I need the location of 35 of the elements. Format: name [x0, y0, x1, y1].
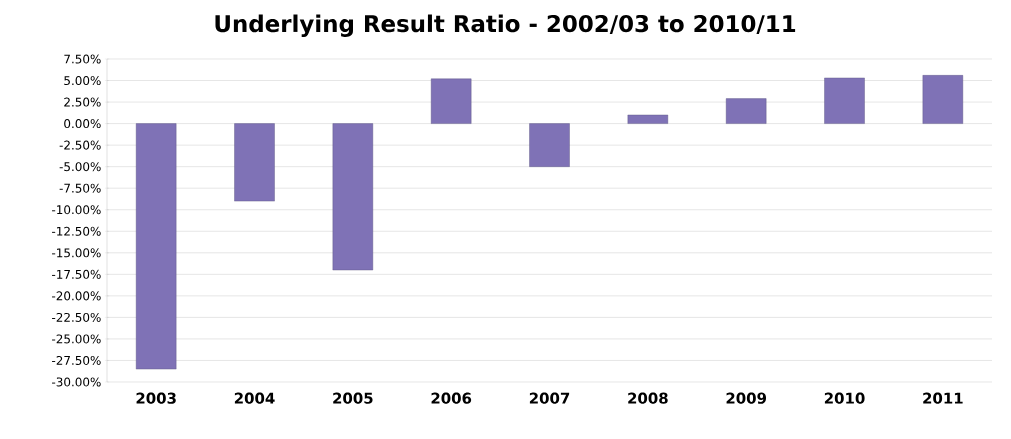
y-tick-label: -22.50% [52, 312, 101, 322]
bar [725, 98, 767, 124]
y-tick-label: -7.50% [59, 183, 101, 193]
y-tick-label: 7.50% [64, 54, 101, 64]
x-tick-label: 2010 [824, 392, 865, 404]
bar [430, 78, 472, 124]
y-tick-label: -12.50% [52, 226, 101, 236]
y-tick-label: -2.50% [59, 140, 101, 150]
bar [234, 123, 275, 202]
x-tick-label: 2007 [529, 392, 570, 404]
y-tick-label: -5.00% [59, 162, 101, 172]
y-tick-label: -10.00% [52, 205, 101, 215]
bar [922, 75, 964, 124]
y-tick-label: -27.50% [52, 355, 101, 365]
x-tick-label: 2009 [726, 392, 767, 404]
chart-title: Underlying Result Ratio - 2002/03 to 2010/11 [215, 14, 796, 37]
y-tick-label: -20.00% [52, 291, 101, 301]
y-tick-label: -30.00% [52, 377, 101, 387]
y-tick-label: -25.00% [52, 334, 101, 344]
bar [824, 77, 865, 124]
y-tick-label: 0.00% [64, 119, 101, 129]
x-tick-label: 2011 [923, 392, 963, 404]
x-tick-label: 2005 [333, 392, 373, 404]
bar [529, 123, 570, 167]
x-tick-label: 2006 [431, 392, 472, 404]
x-tick-label: 2004 [234, 392, 275, 404]
bar [332, 123, 374, 271]
x-tick-label: 2003 [136, 392, 176, 404]
y-tick-label: -15.00% [52, 248, 101, 258]
x-tick-label: 2008 [628, 392, 668, 404]
bar [135, 123, 177, 370]
y-tick-label: 5.00% [64, 76, 101, 86]
bar [627, 114, 669, 124]
y-tick-label: 2.50% [64, 97, 101, 107]
y-tick-label: -17.50% [52, 269, 101, 279]
